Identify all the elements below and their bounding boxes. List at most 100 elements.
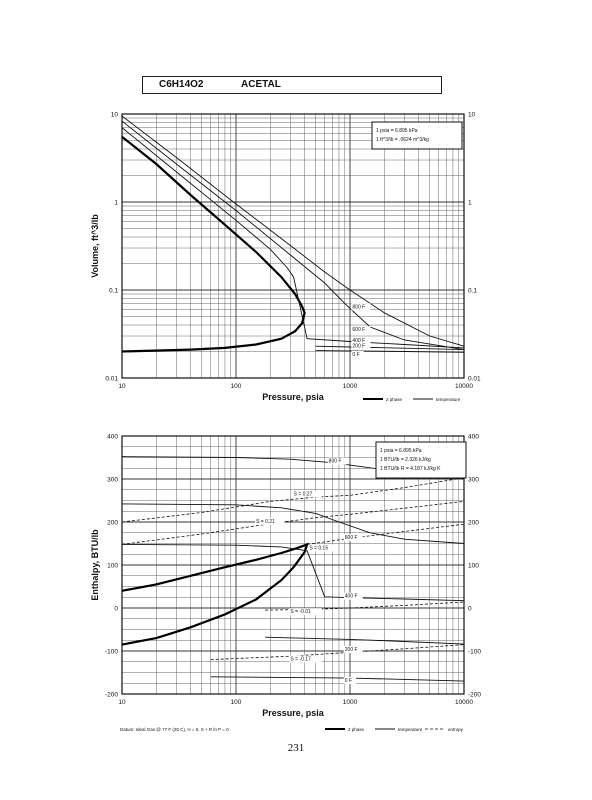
curve-label-bg (351, 326, 371, 334)
y-tick-label-right: 400 (468, 434, 479, 441)
curve-label-bg (343, 592, 363, 600)
curve-label: 200 F (345, 647, 358, 653)
x-tick-label: 10000 (455, 699, 473, 706)
y-tick-label-right: 300 (468, 477, 479, 484)
temperature-line (315, 345, 465, 351)
x-tick-label: 10 (118, 383, 126, 390)
y-tick-label: 1 (114, 200, 118, 207)
conversion-text: 1 psia = 6.895 kPa (380, 448, 422, 454)
y-tick-label-right: 200 (468, 520, 479, 527)
y-tick-label-right: -100 (468, 649, 481, 656)
legend-label: entropy (448, 727, 464, 732)
curve-label: 800 F (329, 459, 342, 465)
y-tick-label: 10 (111, 112, 119, 119)
curve-label-bg (327, 457, 347, 465)
curve-label-bg (343, 676, 356, 684)
y-tick-label: 400 (107, 434, 118, 441)
two-phase-curve (121, 135, 306, 353)
x-axis-label: Pressure, psia (262, 392, 325, 402)
conversion-text: 1 BTU/lb = 2.326 kJ/kg (380, 457, 431, 463)
x-tick-label: 100 (231, 699, 242, 706)
curve-label: 600 F (345, 535, 358, 541)
curve-label-bg (289, 655, 322, 663)
page-number: 231 (287, 742, 305, 754)
chemical-name: ACETAL (241, 79, 281, 90)
conversion-text: 1 psia = 6.895 kPa (376, 128, 418, 134)
y-tick-label: 300 (107, 477, 118, 484)
y-tick-label: 200 (107, 520, 118, 527)
curve-label: 0 F (352, 352, 359, 358)
curve-label-bg (308, 544, 338, 552)
y-tick-label-right: -200 (468, 692, 481, 699)
temperature-line (315, 350, 465, 353)
temperature-line (121, 120, 465, 351)
entropy-line (307, 523, 465, 545)
curve-label-bg (292, 490, 322, 498)
conversion-text: 1 BTU/lb R = 4.187 kJ/kg K (380, 466, 441, 472)
curve-label: S = -0.17 (290, 656, 311, 662)
curve-label-bg (343, 534, 363, 542)
entropy-line (210, 644, 465, 660)
x-tick-label: 10000 (455, 383, 473, 390)
y-tick-label: 0.1 (109, 288, 118, 295)
temperature-line (121, 543, 465, 602)
legend-label: 2 phase (348, 727, 365, 732)
curve-label-bg (351, 303, 371, 311)
curve-label: 800 F (352, 304, 365, 310)
curve-label-bg (351, 342, 371, 350)
curve-label-bg (351, 337, 371, 345)
y-tick-label: 0.01 (105, 376, 118, 383)
x-axis-label: Pressure, psia (262, 708, 325, 718)
curve-label: 600 F (352, 327, 365, 333)
entropy-line (121, 501, 465, 545)
chemical-formula: C6H14O2 (159, 79, 204, 90)
x-tick-label: 10 (118, 699, 126, 706)
datum-note: Datum: Ideal Gas @ 77 F (25 C), H = 0, S… (120, 727, 229, 732)
curve-label: 400 F (345, 594, 358, 600)
legend-label: temperature (398, 727, 423, 732)
conversions-box (375, 441, 467, 479)
curve-label: S = -0.01 (290, 609, 311, 615)
entropy-line (121, 477, 465, 523)
temperature-line (265, 636, 465, 645)
curve-label: S = 0.27 (294, 491, 313, 497)
curve-label-bg (255, 517, 285, 525)
curve-label-bg (343, 646, 363, 653)
curve-label-bg (289, 608, 322, 616)
y-tick-label-right: 1 (468, 200, 472, 207)
temperature-line (121, 503, 465, 544)
y-tick-label: 0 (114, 606, 118, 613)
x-tick-label: 1000 (343, 383, 358, 390)
y-tick-label-right: 0.01 (468, 376, 481, 383)
x-tick-label: 1000 (343, 699, 358, 706)
y-tick-label-right: 10 (468, 112, 476, 119)
curve-label: S = 0.21 (256, 519, 275, 525)
y-axis-label: Volume, ft^3/lb (90, 214, 100, 278)
y-tick-label: 100 (107, 563, 118, 570)
y-tick-label-right: 100 (468, 563, 479, 570)
y-tick-label: -200 (105, 692, 118, 699)
plot-frame (121, 113, 465, 379)
chart-title-box: C6H14O2 ACETAL (142, 76, 442, 94)
curve-label: 400 F (352, 338, 365, 344)
conversion-text: 1 ft^3/lb = .0624 m^3/kg (376, 137, 429, 143)
y-tick-label: -100 (105, 649, 118, 656)
plot-frame (121, 435, 465, 695)
curve-label: 200 F (352, 344, 365, 350)
legend-label: temperature (436, 397, 461, 402)
conversions-box (371, 121, 463, 150)
legend-label: 2 phase (386, 397, 403, 402)
y-axis-label: Enthalpy, BTU/lb (90, 529, 100, 601)
y-tick-label-right: 0.1 (468, 288, 477, 295)
temperature-line (121, 115, 465, 347)
curve-label: S = 0.15 (309, 546, 328, 552)
temperature-line (121, 127, 465, 349)
curve-label-bg (351, 350, 364, 358)
two-phase-curve (121, 542, 309, 646)
curve-label: 0 F (345, 678, 352, 684)
temperature-line (210, 676, 465, 682)
y-tick-label-right: 0 (468, 606, 472, 613)
x-tick-label: 100 (231, 383, 242, 390)
